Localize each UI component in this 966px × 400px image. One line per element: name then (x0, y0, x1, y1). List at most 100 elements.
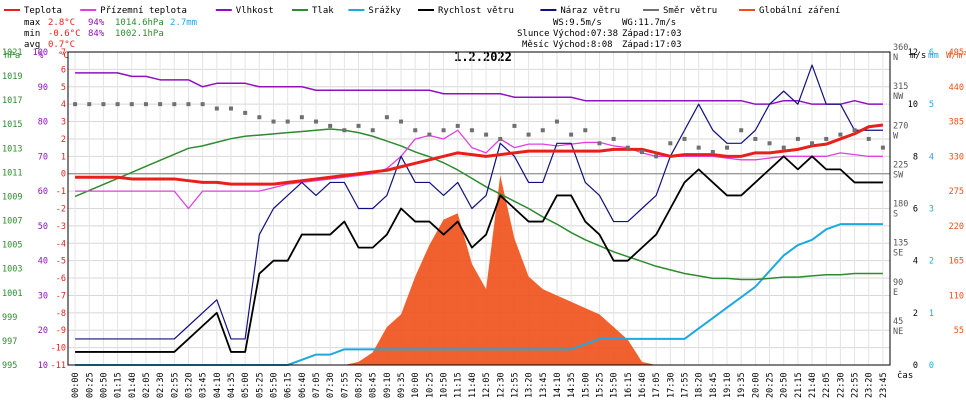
dir-tick-name: NW (893, 92, 904, 102)
wind-dir-point (625, 145, 630, 150)
stat-avg-temp: 0.7°C (48, 40, 75, 50)
series-humidity (75, 72, 883, 105)
wind-dir-point (725, 145, 730, 150)
temp-tick: -6 (56, 274, 66, 284)
wind-dir-point (866, 136, 871, 141)
x-tick-label: 18:20 (695, 372, 705, 398)
dir-tick-deg: 90 (893, 278, 903, 288)
hpa-tick: 1001 (2, 289, 22, 299)
wind-ws: WS:9.5m/s (553, 18, 602, 28)
rain-tick: 0 (929, 361, 934, 371)
stat-max-hum: 94% (88, 18, 105, 28)
wind-dir-point (569, 132, 574, 137)
temp-tick: -7 (56, 291, 66, 301)
wind-unit: m/s (910, 51, 926, 61)
series-pressure (74, 128, 883, 281)
rain-tick: 6 (929, 48, 934, 58)
dir-tick-name: NE (893, 327, 903, 337)
hpa-tick: 1003 (2, 265, 22, 275)
pct-tick: 10 (38, 361, 48, 371)
x-tick-label: 22:05 (822, 372, 832, 398)
series-layer (73, 64, 885, 366)
temp-tick: -1 (56, 187, 66, 197)
rad-tick: 330 (949, 152, 964, 162)
wind-dir-point (682, 136, 687, 141)
legend-label: Vlhkost (236, 6, 274, 16)
wind-dir-point (243, 110, 248, 115)
wind-dir-point (611, 136, 616, 141)
hpa-tick: 1015 (2, 120, 22, 130)
temp-tick: -2 (56, 205, 66, 215)
wind-tick: 0 (913, 361, 918, 371)
wind-tick: 12 (908, 48, 918, 58)
wind-dir-point (441, 128, 446, 133)
wind-dir-point (413, 128, 418, 133)
x-tick-label: 11:15 (454, 372, 464, 398)
wind-dir-point (639, 149, 644, 154)
temp-tick: 1 (61, 152, 66, 162)
x-tick-label: 15:00 (581, 372, 591, 398)
wind-dir-point (257, 115, 262, 120)
wind-dir-point (370, 128, 375, 133)
wind-dir-point (739, 128, 744, 133)
wind-dir-point (810, 141, 815, 146)
pct-tick: 60 (38, 187, 48, 197)
temp-tick: 5 (61, 83, 66, 93)
x-tick-label: 02:30 (156, 372, 166, 398)
x-axis: 00:00 00:25 00:50 01:15 01:40 02:05 02:30 02:55… (71, 372, 889, 398)
wind-dir-point (314, 119, 319, 124)
wind-dir-point (285, 119, 290, 124)
temp-tick: -4 (56, 239, 66, 249)
x-tick-label: 03:45 (199, 372, 209, 398)
x-tick-label: 01:15 (114, 372, 124, 398)
wind-dir-point (554, 119, 559, 124)
x-tick-label: 06:15 (284, 372, 294, 398)
x-tick-label: 07:05 (312, 372, 322, 398)
hpa-tick: 1007 (2, 217, 22, 227)
wind-dir-point (271, 119, 276, 124)
wind-dir-point (115, 102, 120, 107)
x-tick-label: 09:35 (397, 372, 407, 398)
wind-dir-point (654, 154, 659, 159)
temp-tick: 6 (61, 65, 66, 75)
rad-tick: 440 (949, 83, 964, 93)
pct-tick: 80 (38, 118, 48, 128)
x-tick-label: 00:00 (71, 372, 81, 398)
x-tick-label: 15:50 (610, 372, 620, 398)
rain-tick: 5 (929, 100, 934, 110)
legend-label: Teplota (24, 6, 62, 16)
wind-tick: 8 (913, 152, 918, 162)
rad-tick: 165 (949, 257, 964, 267)
rad-tick: 385 (949, 118, 964, 128)
temp-tick: -10 (51, 344, 66, 354)
wind-dir-point (356, 123, 361, 128)
x-tick-label: 05:00 (241, 372, 251, 398)
stats-block: max 2.8°C 94% 1014.6hPa 2.7mm min -0.6°C… (24, 18, 197, 50)
legend-label: Rychlost větru (438, 6, 514, 16)
x-tick-label: 12:05 (482, 372, 492, 398)
x-tick-label: 21:40 (808, 372, 818, 398)
x-tick-label: 06:40 (298, 372, 308, 398)
dir-tick-name: S (893, 210, 898, 220)
dir-tick-deg: 180 (893, 200, 908, 210)
wind-dir-point (498, 136, 503, 141)
dir-tick-deg: 270 (893, 121, 908, 131)
temp-tick: 0 (61, 170, 66, 180)
x-tick-label: 17:30 (666, 372, 676, 398)
x-tick-label: 12:55 (510, 372, 520, 398)
x-tick-label: 11:40 (468, 372, 478, 398)
pct-tick: 100 (33, 48, 48, 58)
pct-tick: 40 (38, 257, 48, 267)
pct-unit: % (38, 51, 44, 61)
hpa-tick: 1013 (2, 144, 22, 154)
hpa-tick: 1005 (2, 241, 22, 251)
stat-min-press: 1002.1hPa (115, 29, 164, 39)
stat-max-label: max (24, 18, 41, 28)
plot-frame (67, 51, 891, 366)
wind-dir-point (880, 145, 885, 150)
x-tick-label: 10:00 (411, 372, 421, 398)
wind-dir-point (427, 132, 432, 137)
x-tick-label: 22:55 (851, 372, 861, 398)
wind-dir-point (399, 119, 404, 124)
hpa-tick: 995 (2, 361, 17, 371)
